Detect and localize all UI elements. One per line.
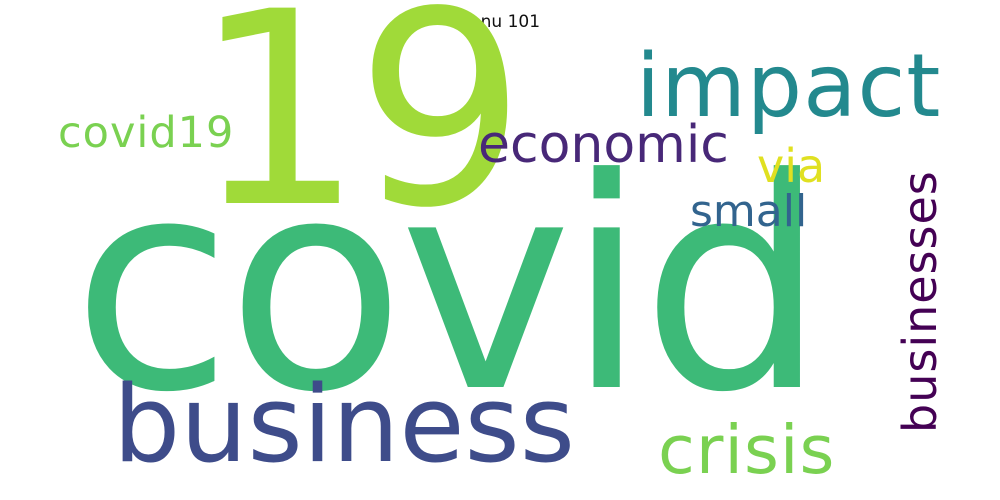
word-covid19: covid19 bbox=[58, 108, 235, 158]
word-via: via bbox=[757, 139, 826, 193]
word-businesses: businesses bbox=[893, 170, 947, 433]
chart-title: Konu 101 bbox=[459, 12, 541, 32]
word-crisis: crisis bbox=[658, 411, 836, 489]
word-19: 19 bbox=[193, 0, 526, 267]
word-covid: covid bbox=[72, 116, 826, 456]
word-business: business bbox=[113, 363, 575, 486]
word-impact: impact bbox=[636, 35, 942, 137]
word-economic: economic bbox=[478, 115, 729, 175]
word-small: small bbox=[690, 186, 808, 237]
